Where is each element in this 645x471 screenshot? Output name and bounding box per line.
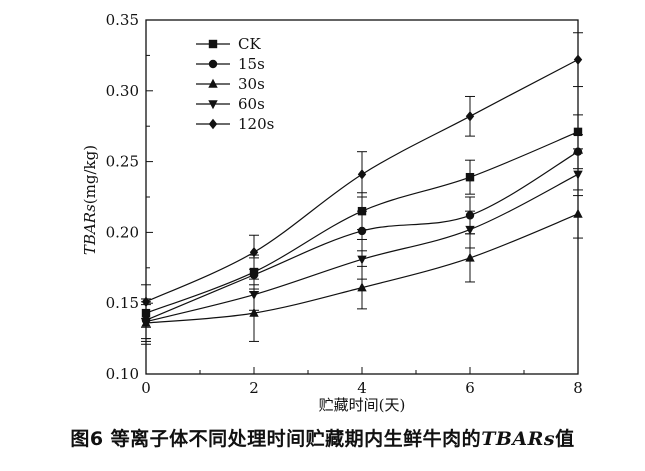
- legend-label: 60s: [238, 95, 265, 113]
- y-axis-label-unit: (mg/kg): [81, 145, 99, 204]
- y-tick-label: 0.35: [106, 11, 139, 29]
- legend: CK 15s 30s 60s 120s: [196, 35, 274, 133]
- data-point: [249, 270, 259, 280]
- x-axis-label: 贮藏时间(天): [319, 396, 406, 414]
- y-axis-label-quantity: TBARs: [81, 204, 99, 255]
- legend-marker: [208, 100, 218, 110]
- data-point: [357, 255, 367, 265]
- x-tick-label: 8: [573, 379, 583, 397]
- data-point: [357, 169, 367, 180]
- data-point: [573, 147, 583, 156]
- caption-suffix: 值: [555, 428, 575, 450]
- data-point: [573, 54, 583, 65]
- x-tick-label: 0: [141, 379, 151, 397]
- data-point: [465, 111, 475, 122]
- y-tick-label: 0.15: [106, 294, 139, 312]
- legend-label: 15s: [238, 55, 265, 73]
- y-tick-label: 0.10: [106, 365, 139, 383]
- legend-label: 30s: [238, 75, 265, 93]
- y-tick-label: 0.25: [106, 153, 139, 171]
- legend-item-ck: CK: [196, 35, 261, 53]
- legend-marker: [208, 39, 218, 49]
- caption-italic: TBARs: [481, 428, 556, 450]
- data-point: [141, 296, 151, 307]
- data-point: [249, 307, 259, 317]
- y-tick-label: 0.30: [106, 82, 139, 100]
- data-point: [357, 282, 367, 292]
- legend-marker: [208, 118, 218, 130]
- data-point: [465, 225, 475, 235]
- series-60s: [141, 152, 583, 340]
- legend-label: CK: [238, 35, 261, 53]
- figure-caption: 图6 等离子体不同处理时间贮藏期内生鲜牛肉的TBARs值: [0, 424, 645, 451]
- data-point: [573, 170, 583, 180]
- caption-prefix: 图6 等离子体不同处理时间贮藏期内生鲜牛肉的: [70, 428, 482, 450]
- legend-marker: [208, 59, 218, 69]
- data-point: [357, 226, 367, 236]
- y-axis-label: TBARs(mg/kg): [81, 145, 99, 255]
- series-layer: [141, 32, 583, 345]
- data-point: [573, 127, 583, 137]
- data-point: [465, 172, 475, 182]
- data-point: [249, 247, 259, 258]
- data-point: [249, 291, 259, 300]
- series-30s: [141, 189, 583, 345]
- series-120s: [141, 32, 583, 320]
- legend-label: 120s: [238, 115, 274, 133]
- legend-item-30s: 30s: [196, 75, 265, 93]
- legend-marker: [208, 78, 218, 88]
- legend-item-120s: 120s: [196, 115, 274, 133]
- x-tick-label: 6: [465, 379, 475, 397]
- x-tick-label: 2: [249, 379, 259, 397]
- y-tick-label: 0.20: [106, 223, 139, 241]
- data-point: [141, 317, 151, 327]
- chart: 0 2 4 6 8 0.10 0.15 0.20 0.25 0.30 0.35 CK 15s 30s 60…: [81, 11, 583, 414]
- data-point: [573, 208, 583, 218]
- x-tick-label: 4: [357, 379, 367, 397]
- legend-item-60s: 60s: [196, 95, 265, 113]
- ticks: 0 2 4 6 8 0.10 0.15 0.20 0.25 0.30 0.35: [106, 11, 583, 397]
- legend-item-15s: 15s: [196, 55, 265, 73]
- data-point: [465, 252, 475, 262]
